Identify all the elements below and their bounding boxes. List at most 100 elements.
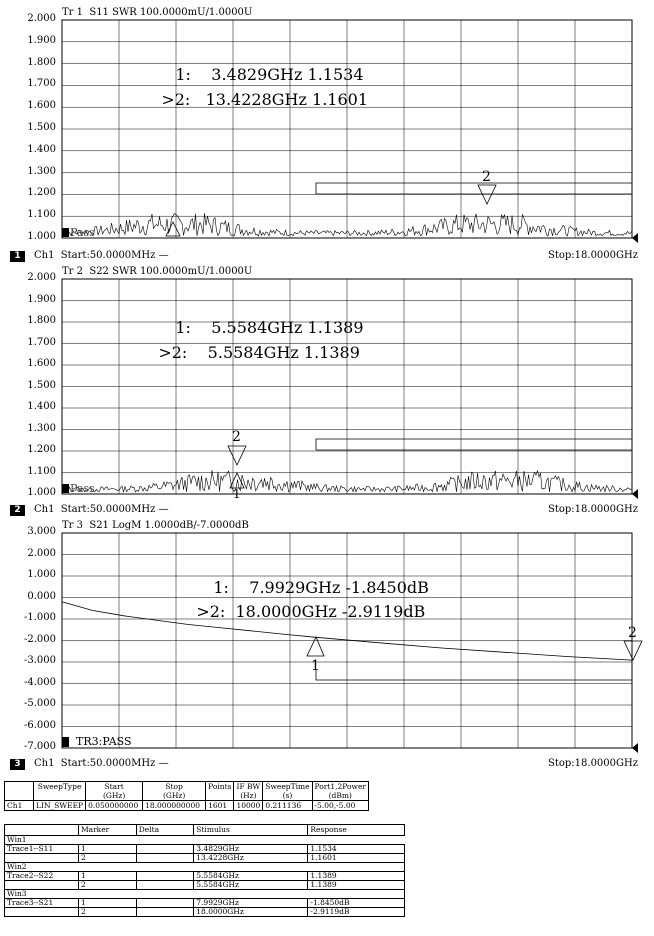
- trace2-grid: [62, 279, 632, 494]
- y-tick-label: 1.200: [27, 444, 56, 455]
- sweep-header-cell: SweepType: [32, 781, 87, 801]
- y-tick-label: 3.000: [27, 526, 56, 537]
- trace2-marker-1-label: 1: [233, 487, 241, 501]
- delta-cell: [135, 898, 195, 908]
- stimulus-cell: 18.0000GHz: [193, 907, 309, 917]
- trace1-plot[interactable]: 2: [0, 0, 654, 266]
- sweep-header-cell: [4, 781, 34, 801]
- table-row: 2 5.5584GHz 1.1389: [4, 880, 405, 890]
- sweep-cell: -5.00,-5.00: [311, 800, 370, 811]
- trace1-channel-bar: 1 Ch1 Start:50.0000MHz — Stop:18.0000GHz: [0, 250, 654, 264]
- trace3-status-box: [62, 737, 69, 747]
- sweep-settings-table: SweepType Start (GHz) Stop (GHz) Points …: [4, 781, 370, 811]
- trace3-marker1-prefix: 1:: [213, 578, 229, 597]
- y-tick-label: 1.700: [27, 78, 56, 90]
- delta-cell: [135, 844, 195, 854]
- sweep-header-row: SweepType Start (GHz) Stop (GHz) Points …: [4, 781, 370, 801]
- trace1-marker-1-triangle: [165, 221, 181, 237]
- trace3-marker1-readout: 1: 7.9929GHz -1.8450dB: [193, 559, 429, 616]
- y-tick-label: -2.000: [23, 633, 56, 645]
- trace1-marker2-response: 1.1601: [312, 90, 368, 109]
- trace1-marker1-stimulus: 3.4829GHz: [211, 65, 303, 84]
- table-row: 2 18.0000GHz -2.9119dB: [4, 907, 405, 917]
- channel-stop: Stop:18.0000GHz: [548, 504, 638, 515]
- channel-badge[interactable]: 1: [10, 251, 25, 262]
- trace1-status-text: Pass: [70, 226, 95, 239]
- table-row: Ch1 LIN_SWEEP 0.050000000 18.000000000 1…: [4, 800, 370, 811]
- sweep-header-cell: Stop (GHz): [142, 781, 207, 801]
- marker-header-cell: Stimulus: [193, 824, 309, 836]
- sweep-cell: 18.000000000: [142, 800, 207, 811]
- trace2-ref-arrow: [632, 489, 638, 499]
- trace2-marker-1-triangle: [229, 472, 245, 489]
- trace1-window[interactable]: Tr 1 S11 SWR 100.0000mU/1.0000U 2.000 1.9…: [0, 0, 654, 266]
- y-tick-label: 1.900: [27, 293, 56, 305]
- trace2-marker1-readout: 1: 5.5584GHz 1.1389: [155, 299, 364, 356]
- marker-cell: 1: [77, 898, 137, 908]
- trace3-marker-1-label: 1: [311, 658, 320, 674]
- y-tick-label: 1.800: [27, 56, 56, 68]
- trace2-plot[interactable]: 2 1: [0, 266, 654, 520]
- trace2-trace-line: [61, 469, 633, 494]
- sweep-header-cell: Points: [205, 781, 235, 801]
- sweep-header-cell: IF BW (Hz): [233, 781, 264, 801]
- trace2-marker1-prefix: 1:: [175, 318, 191, 337]
- channel-stop: Stop:18.0000GHz: [548, 250, 638, 261]
- channel-stop: Stop:18.0000GHz: [548, 758, 638, 769]
- trace1-trace-line: [61, 213, 633, 237]
- y-tick-label: -7.000: [23, 741, 56, 752]
- trace3-plot[interactable]: 1 2: [0, 520, 654, 774]
- y-tick-label: 1.500: [27, 122, 56, 133]
- marker-header-cell: [4, 824, 79, 836]
- trace3-marker-2-triangle: [623, 640, 643, 661]
- y-tick-label: 1.900: [27, 34, 56, 46]
- response-cell: 1.1389: [307, 880, 405, 890]
- trace3-title: Tr 3 S21 LogM 1.0000dB/-7.0000dB: [62, 520, 249, 531]
- trace3-window[interactable]: Tr 3 S21 LogM 1.0000dB/-7.0000dB 3.000 2.…: [0, 520, 654, 774]
- y-tick-label: 1.600: [27, 100, 56, 112]
- sweep-cell: 0.211136: [262, 800, 313, 811]
- response-cell: 1.1601: [307, 853, 405, 863]
- y-tick-label: 1.800: [27, 315, 56, 326]
- trace1-marker2-prefix: >2:: [161, 90, 191, 109]
- response-cell: -2.9119dB: [307, 907, 405, 917]
- trace1-marker2-readout: >2: 13.4228GHz 1.1601: [141, 71, 368, 128]
- marker-cell: 2: [77, 907, 137, 917]
- trace1-grid: [62, 20, 632, 238]
- y-tick-label: 1.300: [27, 165, 56, 177]
- sweep-cell: Ch1: [4, 800, 34, 811]
- trace2-marker1-response: 1.1389: [307, 318, 364, 337]
- trace3-limit-line: [315, 670, 632, 681]
- y-tick-label: 1.000: [27, 231, 56, 242]
- channel-badge[interactable]: 3: [10, 759, 25, 770]
- y-tick-label: 1.400: [27, 143, 56, 155]
- trace2-window[interactable]: Tr 2 S22 SWR 100.0000mU/1.0000U 2.000 1.9…: [0, 266, 654, 520]
- channel-badge[interactable]: 2: [10, 505, 25, 516]
- y-tick-label: -6.000: [23, 719, 56, 731]
- trace2-status-box: [62, 484, 69, 493]
- y-tick-label: 1.000: [27, 569, 56, 580]
- y-tick-label: -4.000: [23, 676, 56, 688]
- marker-cell: 2: [77, 880, 137, 890]
- trace2-marker2-prefix: >2:: [158, 343, 188, 362]
- marker-header-row: Marker Delta Stimulus Response: [4, 824, 405, 836]
- trace3-marker-1-triangle: [306, 636, 325, 657]
- y-tick-label: -3.000: [23, 655, 56, 666]
- trace3-grid: [62, 533, 632, 748]
- trace3-status-text: TR3:PASS: [76, 735, 132, 748]
- y-tick-label: 1.700: [27, 336, 56, 348]
- trace2-marker1-stimulus: 5.5584GHz: [211, 318, 303, 337]
- channel-start: Ch1 Start:50.0000MHz —: [34, 250, 169, 261]
- trace2-title: Tr 2 S22 SWR 100.0000mU/1.0000U: [62, 266, 253, 277]
- trace1-title: Tr 1 S11 SWR 100.0000mU/1.0000U: [62, 7, 253, 18]
- delta-cell: [135, 871, 195, 881]
- trace3-marker1-stimulus: 7.9929GHz: [249, 578, 341, 597]
- trace3-marker2-prefix: >2:: [196, 602, 226, 621]
- y-tick-label: 1.100: [27, 465, 56, 477]
- sweep-cell: LIN_SWEEP: [32, 800, 87, 811]
- trace-label: Trace2--S22: [4, 871, 79, 881]
- sweep-cell: 10000: [233, 800, 264, 811]
- y-tick-label: 0.000: [27, 590, 56, 602]
- marker-header-cell: Response: [307, 824, 405, 836]
- y-tick-label: 1.600: [27, 358, 56, 369]
